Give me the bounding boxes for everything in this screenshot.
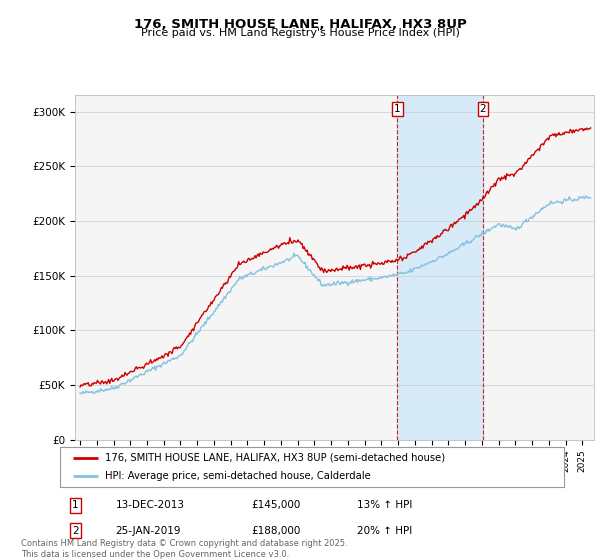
Text: 176, SMITH HOUSE LANE, HALIFAX, HX3 8UP: 176, SMITH HOUSE LANE, HALIFAX, HX3 8UP	[134, 18, 466, 31]
Text: 1: 1	[394, 104, 401, 114]
Text: 25-JAN-2019: 25-JAN-2019	[115, 526, 181, 535]
Text: 1: 1	[72, 501, 79, 511]
Text: £188,000: £188,000	[251, 526, 301, 535]
Text: 13% ↑ HPI: 13% ↑ HPI	[358, 501, 413, 511]
Bar	[397, 95, 483, 440]
Text: 2: 2	[72, 526, 79, 535]
Text: HPI: Average price, semi-detached house, Calderdale: HPI: Average price, semi-detached house,…	[106, 471, 371, 481]
Text: Price paid vs. HM Land Registry's House Price Index (HPI): Price paid vs. HM Land Registry's House …	[140, 28, 460, 38]
Text: 176, SMITH HOUSE LANE, HALIFAX, HX3 8UP (semi-detached house): 176, SMITH HOUSE LANE, HALIFAX, HX3 8UP …	[106, 453, 445, 463]
Text: £145,000: £145,000	[251, 501, 301, 511]
Text: 2: 2	[479, 104, 487, 114]
Text: 20% ↑ HPI: 20% ↑ HPI	[358, 526, 413, 535]
Text: 13-DEC-2013: 13-DEC-2013	[115, 501, 184, 511]
Text: Contains HM Land Registry data © Crown copyright and database right 2025.
This d: Contains HM Land Registry data © Crown c…	[21, 539, 347, 559]
